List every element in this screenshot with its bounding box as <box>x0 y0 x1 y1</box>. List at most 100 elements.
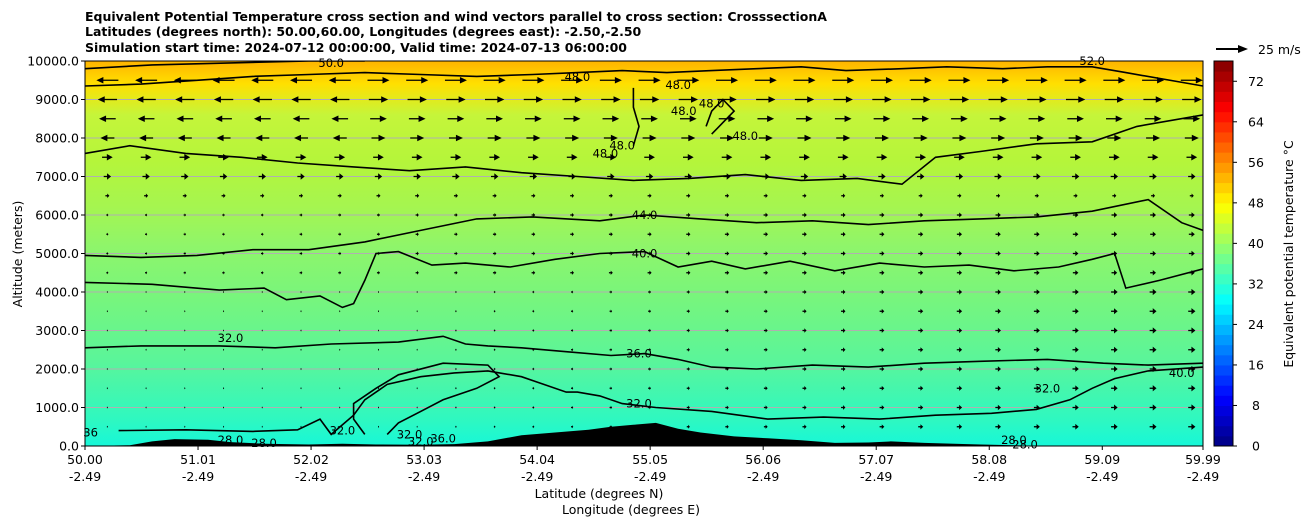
wind-vector <box>532 328 535 333</box>
colorbar: 0 8 16 24 32 40 48 56 64 72 <box>1213 60 1264 454</box>
wind-vector <box>223 386 225 390</box>
wind-vector <box>957 193 962 198</box>
wind-vector <box>260 213 264 217</box>
wind-vector <box>608 193 613 198</box>
contour-label: 52.0 <box>1079 54 1105 68</box>
colorbar-tick-label: 72 <box>1248 74 1264 89</box>
colorbar-tick-label: 56 <box>1248 155 1264 170</box>
wind-vector <box>763 289 768 295</box>
wind-vector <box>1149 173 1157 180</box>
wind-vector <box>223 425 225 429</box>
wind-vector <box>105 193 110 198</box>
wind-vector <box>415 232 419 237</box>
wind-vector <box>1103 77 1126 84</box>
wind-vector <box>987 77 1010 84</box>
wind-vector <box>532 425 535 429</box>
wind-vector <box>725 347 729 352</box>
colorbar-band <box>1214 344 1233 356</box>
wind-vector <box>223 309 225 313</box>
y-tick-label: 6000.0 <box>35 208 79 223</box>
wind-vector <box>416 406 418 409</box>
wind-vector <box>106 425 108 429</box>
wind-vector <box>106 271 109 275</box>
wind-vector <box>532 386 535 390</box>
wind-vector <box>377 406 379 409</box>
wind-vector <box>909 77 932 84</box>
wind-vector <box>455 406 457 409</box>
x-tick-label-lon: -2.49 <box>860 469 892 484</box>
wind-vector <box>222 232 225 236</box>
wind-vector <box>145 406 147 409</box>
wind-vector <box>493 348 496 352</box>
wind-vector <box>879 405 885 410</box>
contour-label: 36.0 <box>430 431 456 445</box>
wind-vector <box>956 366 963 372</box>
wind-vector <box>1072 404 1079 411</box>
wind-vector <box>609 328 613 333</box>
wind-vector <box>106 213 109 217</box>
colorbar-band <box>1214 415 1233 427</box>
wind-vector <box>1033 385 1040 392</box>
contour-label: 40.0 <box>1169 366 1195 380</box>
wind-vector <box>725 289 729 295</box>
wind-vector <box>491 173 499 180</box>
wind-vector <box>222 213 225 217</box>
wind-vector <box>1111 289 1118 295</box>
contour-48 <box>705 98 736 135</box>
y-tick-label: 10000.0 <box>27 54 79 69</box>
wind-vector <box>223 367 225 371</box>
wind-vector <box>145 367 147 371</box>
wind-vector <box>915 154 927 161</box>
colorbar-band <box>1214 253 1233 265</box>
colorbar-band <box>1214 233 1233 244</box>
wind-vector <box>802 251 807 256</box>
wind-vector <box>493 329 496 332</box>
wind-vector <box>956 404 963 411</box>
wind-vector <box>682 154 694 161</box>
wind-vector <box>406 77 429 84</box>
contour-label: 32.0 <box>330 424 356 438</box>
wind-vector <box>223 290 225 294</box>
contour-32 <box>352 362 501 435</box>
wind-vector <box>370 115 387 122</box>
wind-vector <box>531 193 536 198</box>
wind-vector <box>763 424 768 429</box>
wind-vector <box>1031 154 1043 161</box>
wind-vector <box>145 348 147 352</box>
wind-vector <box>415 213 419 217</box>
wind-vector <box>184 406 186 409</box>
wind-vector <box>260 251 264 256</box>
colorbar-band <box>1214 121 1233 133</box>
wind-vector <box>1111 231 1118 237</box>
wind-vector <box>1073 193 1078 198</box>
x-tick-label-lat: 58.08 <box>971 452 1007 467</box>
wind-vector <box>145 271 148 275</box>
colorbar-tick-label: 64 <box>1248 114 1264 129</box>
wind-vector <box>609 405 613 410</box>
wind-vector <box>1188 212 1195 218</box>
wind-vector <box>261 367 263 371</box>
wind-vector <box>992 154 1004 161</box>
wind-vector <box>1143 96 1163 103</box>
wind-vector <box>1188 423 1196 430</box>
wind-vector <box>1147 154 1159 161</box>
colorbar-band <box>1214 101 1233 113</box>
x-tick-label-lat: 51.01 <box>180 452 216 467</box>
contour-label: 32.0 <box>218 331 244 345</box>
wind-vector <box>879 212 885 218</box>
wind-vector <box>609 347 613 352</box>
wind-vector <box>873 115 891 122</box>
wind-vector <box>1188 327 1196 334</box>
wind-vector <box>1072 385 1079 392</box>
wind-vector <box>1034 270 1040 276</box>
wind-vector <box>1107 134 1122 142</box>
wind-vector <box>647 193 652 198</box>
wind-vector <box>175 96 195 103</box>
wind-vector <box>956 212 962 218</box>
wind-vector <box>97 96 118 103</box>
wind-vector <box>492 232 497 237</box>
wind-vector <box>1111 366 1118 372</box>
wind-vector <box>724 251 730 256</box>
wind-vector <box>1150 250 1156 257</box>
wind-vector <box>647 270 652 275</box>
